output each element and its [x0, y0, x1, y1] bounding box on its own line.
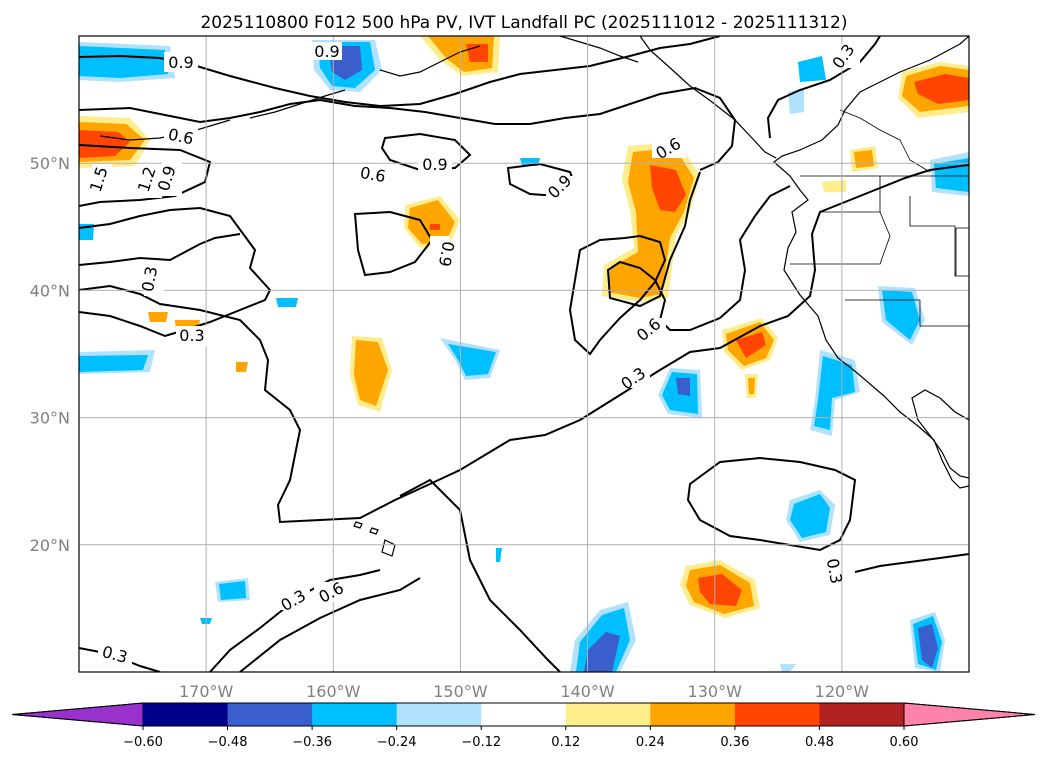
svg-text:0.9: 0.9 — [435, 240, 458, 268]
map-area: 0.9 0.6 0.9 0.6 0.9 1.5 1.2 0.9 0.9 0.6 … — [79, 36, 969, 672]
lat-tick-label-1: 40°N — [30, 281, 70, 300]
political-borders — [790, 109, 969, 327]
contour-label-2: 0.9 — [312, 42, 342, 61]
contour-label-9: 0.6 — [632, 314, 666, 345]
svg-text:0.3: 0.3 — [179, 326, 204, 345]
contour-label-1: 0.6 — [164, 125, 198, 149]
colorbar-swatch-6 — [650, 703, 736, 726]
lon-tick-label-1: 160°W — [306, 682, 361, 701]
pv-contours — [79, 36, 969, 672]
negative-anomaly-nw — [79, 42, 175, 82]
negative-anomaly-nevada — [878, 286, 925, 345]
negative-anomaly-164w-35n — [79, 350, 155, 374]
lon-tick-label-4: 130°W — [688, 682, 743, 701]
svg-text:0.9: 0.9 — [168, 53, 193, 72]
coastline — [99, 36, 969, 557]
contour-label-4: 0.9 — [418, 154, 452, 174]
colorbar-extend-high — [903, 702, 1036, 727]
contour-label-18: 0.3 — [98, 642, 132, 667]
contour-label-11: 0.3 — [138, 264, 164, 296]
lat-tick-label-2: 30°N — [30, 409, 70, 428]
colorbar-tick-label-5: 0.12 — [551, 735, 580, 750]
svg-text:0.9: 0.9 — [314, 42, 339, 61]
contour-label-3: 0.6 — [356, 163, 390, 186]
colorbar-swatch-7 — [734, 703, 820, 726]
contour-label-0: 0.9 — [164, 52, 198, 72]
colorbar-swatch-2 — [312, 703, 398, 726]
colorbar-swatch-8 — [819, 703, 905, 726]
pv-anomaly-fills — [79, 36, 969, 672]
colorbar-swatch-3 — [396, 703, 482, 726]
lon-tick-label-5: 120°W — [815, 682, 870, 701]
positive-anomaly-ne-corner — [898, 62, 969, 118]
colorbar-extend-low — [11, 702, 144, 727]
contour-label-8: 0.9 — [430, 236, 458, 270]
lon-tick-label-2: 150°W — [433, 682, 488, 701]
lat-tick-labels: 50°N 40°N 30°N 20°N — [30, 154, 70, 555]
colorbar-tick-label-6: 0.24 — [636, 735, 665, 750]
gridlines — [79, 36, 969, 672]
positive-anomaly-130w-16n — [680, 560, 760, 618]
map-frame — [78, 35, 970, 673]
svg-text:0.3: 0.3 — [138, 265, 161, 293]
contour-label-17: 0.3 — [818, 556, 846, 588]
colorbar-swatch-4 — [481, 703, 567, 726]
lon-tick-labels: 170°W 160°W 150°W 140°W 130°W 120°W — [179, 682, 869, 701]
svg-text:0.6: 0.6 — [359, 163, 387, 186]
negative-anomaly-california-offshore — [810, 350, 860, 436]
colorbar-tick-label-8: 0.48 — [805, 735, 834, 750]
lon-tick-label-0: 170°W — [179, 682, 234, 701]
positive-anomaly-135w-streak — [602, 142, 700, 302]
contour-label-12: 0.3 — [176, 326, 208, 346]
lat-tick-label-0: 50°N — [30, 154, 70, 173]
lon-tick-label-3: 140°W — [560, 682, 615, 701]
positive-anomaly-128w-36n — [722, 318, 778, 398]
negative-anomaly-south-140w — [570, 602, 636, 672]
positive-anomaly-157w-34n — [350, 336, 392, 412]
contour-label-10: 0.9 — [544, 171, 578, 202]
colorbar-swatch-0 — [143, 703, 229, 726]
colorbar-tick-label-3: −0.24 — [377, 735, 417, 750]
contour-label-7: 0.9 — [154, 162, 182, 196]
colorbar-tick-label-4: −0.12 — [461, 735, 501, 750]
colorbar-tick-label-1: −0.48 — [208, 735, 248, 750]
colorbar-tick-label-2: −0.36 — [292, 735, 332, 750]
colorbar-tick-label-9: 0.60 — [890, 735, 919, 750]
svg-text:0.9: 0.9 — [422, 155, 447, 174]
contour-label-19: 0.3 — [828, 40, 860, 72]
colorbar-swatch-5 — [565, 703, 651, 726]
colorbar: −0.60 −0.48 −0.36 −0.24 −0.12 0.12 0.24 0.36 0.4… — [11, 702, 1036, 750]
svg-text:0.3: 0.3 — [823, 557, 846, 585]
figure-title: 2025110800 F012 500 hPa PV, IVT Landfall… — [200, 13, 847, 33]
colorbar-tick-label-0: −0.60 — [123, 735, 163, 750]
lat-tick-label-3: 20°N — [30, 536, 70, 555]
positive-anomaly-152w-46n — [404, 196, 460, 248]
colorbar-swatch-1 — [227, 703, 313, 726]
contour-label-15: 0.3 — [276, 586, 310, 615]
negative-anomaly-se-corner — [910, 612, 945, 672]
negative-anomaly-132w-22n — [786, 490, 835, 542]
colorbar-tick-label-7: 0.36 — [720, 735, 749, 750]
positive-anomaly-nw-edge — [79, 116, 150, 168]
negative-anomaly-136w-32n — [658, 368, 702, 418]
svg-text:0.6: 0.6 — [166, 125, 195, 149]
